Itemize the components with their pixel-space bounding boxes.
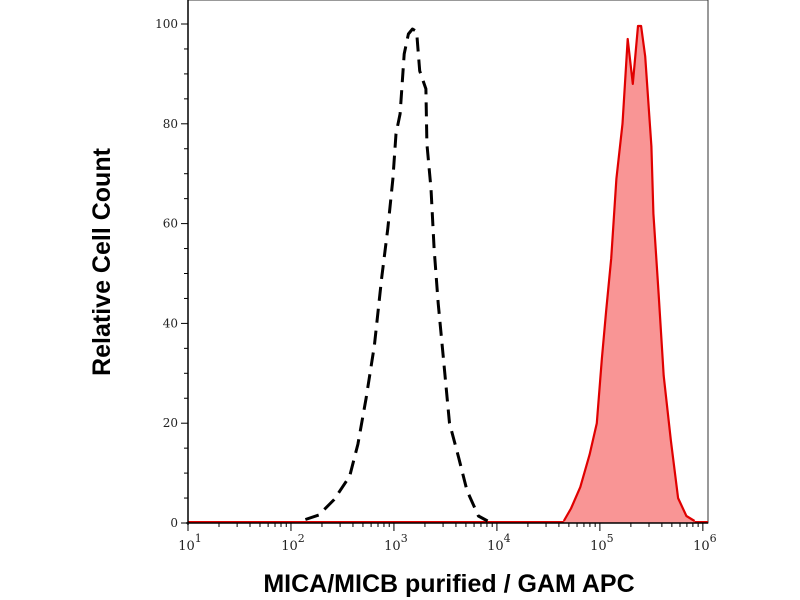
y-tick-label: 60: [163, 217, 178, 231]
x-tick-label: 103: [384, 532, 408, 554]
x-axis-title: MICA/MICB purified / GAM APC: [263, 570, 634, 598]
x-tick-base: 10: [590, 539, 607, 554]
x-tick-base: 10: [178, 539, 195, 554]
x-tick-label: 105: [590, 532, 614, 554]
x-tick-exponent: 4: [504, 532, 511, 545]
x-tick-label: 102: [281, 532, 305, 554]
x-tick-label: 101: [178, 532, 202, 554]
x-tick-exponent: 3: [401, 532, 408, 545]
x-tick-label: 106: [693, 532, 717, 554]
x-tick-base: 10: [693, 539, 710, 554]
x-tick-base: 10: [281, 539, 298, 554]
x-tick-label: 104: [487, 532, 511, 554]
y-tick-label: 0: [170, 516, 178, 530]
y-tick-label: 100: [155, 17, 178, 31]
x-tick-exponent: 6: [710, 532, 717, 545]
x-tick-exponent: 2: [298, 532, 305, 545]
x-tick-base: 10: [487, 539, 504, 554]
series-layer: [188, 24, 708, 523]
x-tick-exponent: 5: [607, 532, 614, 545]
x-tick-base: 10: [384, 539, 401, 554]
series-line-0: [304, 27, 489, 523]
y-axis-title: Relative Cell Count: [88, 147, 116, 375]
series-fill-1: [563, 26, 695, 523]
x-tick-exponent: 1: [195, 532, 202, 545]
y-tick-label: 20: [163, 416, 178, 430]
y-tick-label: 40: [163, 316, 178, 330]
y-tick-label: 80: [163, 117, 178, 131]
